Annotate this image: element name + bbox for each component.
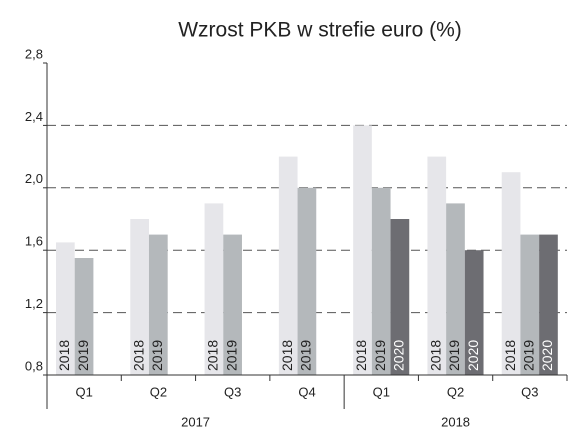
bar-series-label: 2019: [75, 340, 91, 371]
bar: [148, 234, 168, 375]
x-tick-label: Q3: [224, 384, 241, 399]
bar-series-label: 2018: [279, 340, 295, 371]
bar: [371, 187, 391, 375]
bar: [427, 156, 447, 375]
bar-series-label: 2020: [539, 340, 555, 371]
y-tick-label: 2,0: [25, 171, 43, 186]
x-tick-label: Q1: [75, 384, 92, 399]
bar-series-label: 2019: [520, 340, 536, 371]
x-group-label: 2017: [181, 414, 210, 429]
x-tick-label: Q2: [447, 384, 464, 399]
bar: [353, 125, 372, 376]
bar: [56, 242, 75, 375]
x-group-label: 2018: [441, 414, 470, 429]
bar: [446, 203, 465, 375]
bar: [278, 156, 298, 375]
y-tick-label: 2,8: [25, 46, 43, 61]
bar-series-label: 2019: [223, 340, 239, 371]
bar-series-label: 2019: [446, 340, 462, 371]
y-tick-label: 0,8: [25, 358, 43, 373]
bar: [297, 187, 317, 375]
bar: [74, 258, 94, 375]
bar-series-label: 2019: [372, 340, 388, 371]
x-tick-label: Q3: [521, 384, 538, 399]
y-tick-label: 2,4: [25, 109, 43, 124]
bar: [520, 234, 540, 375]
bar-series-label: 2020: [391, 340, 407, 371]
x-tick-label: Q4: [298, 384, 315, 399]
bar: [539, 234, 558, 375]
bar-series-label: 2018: [205, 340, 221, 371]
bar-series-label: 2019: [298, 340, 314, 371]
x-tick-label: Q2: [150, 384, 167, 399]
bar: [390, 219, 410, 375]
chart-title: Wzrost PKB w strefie euro (%): [178, 19, 462, 42]
bar: [501, 172, 521, 375]
x-tick-label: Q1: [373, 384, 390, 399]
bar: [464, 250, 484, 375]
bar-series-label: 2018: [56, 340, 72, 371]
y-tick-label: 1,6: [25, 234, 43, 249]
bar: [130, 219, 149, 375]
bar-series-label: 2018: [427, 340, 443, 371]
bar: [223, 234, 242, 375]
bar: [204, 203, 224, 375]
bar-series-label: 2018: [353, 340, 369, 371]
bar-series-label: 2018: [502, 340, 518, 371]
bar-series-label: 2018: [130, 340, 146, 371]
bar-series-label: 2020: [465, 340, 481, 371]
y-tick-label: 1,2: [25, 296, 43, 311]
bar-series-label: 2019: [149, 340, 165, 371]
